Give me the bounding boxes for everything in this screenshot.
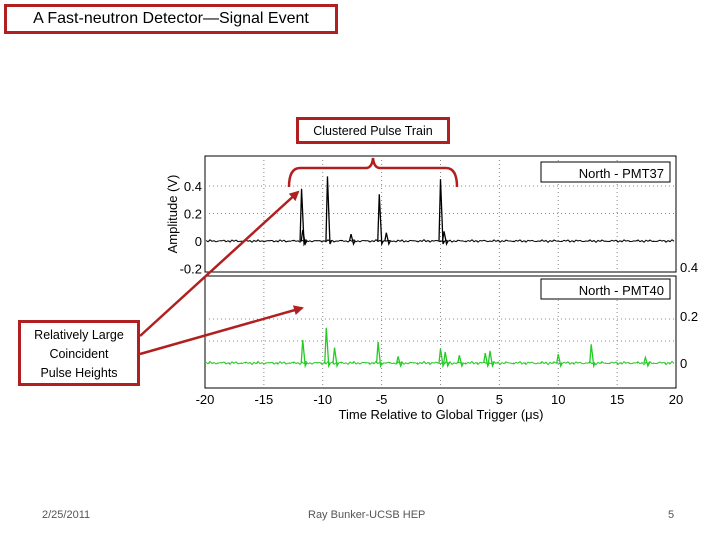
bracket-annotation <box>287 157 459 188</box>
footer-author: Ray Bunker-UCSB HEP <box>308 509 426 521</box>
x-tick-label: 5 <box>496 392 503 407</box>
bottom-baseline-trace <box>205 360 675 366</box>
legend-pmt40: North - PMT40 <box>540 278 671 300</box>
callout-coincident-pulse-heights: Relatively Large Coincident Pulse Height… <box>18 320 140 386</box>
bottom-ytick-label: 0 <box>680 356 687 371</box>
x-axis-label: Time Relative to Global Trigger (μs) <box>339 407 544 422</box>
bottom-pulse <box>556 354 563 368</box>
top-pulse <box>377 194 384 247</box>
legend-pmt37: North - PMT37 <box>540 161 671 183</box>
arrow-to-bottom-panel <box>139 305 304 356</box>
callout-line-2: Coincident <box>49 347 109 361</box>
x-tick-label: -5 <box>376 392 388 407</box>
bottom-pulse <box>443 351 450 369</box>
x-tick-label: 10 <box>551 392 565 407</box>
legend-pmt37-text: North - PMT37 <box>579 166 664 181</box>
legend-pmt40-text: North - PMT40 <box>579 283 664 298</box>
bottom-pulse <box>643 355 650 368</box>
x-tick-label: 0 <box>437 392 444 407</box>
top-pulse <box>438 179 446 245</box>
top-pulse <box>325 176 333 245</box>
slide-title: A Fast-neutron Detector—Signal Event <box>4 4 338 34</box>
footer-page-number: 5 <box>668 509 675 521</box>
top-pulse <box>384 232 391 246</box>
top-pulse <box>300 229 308 247</box>
top-ytick-label: 0.2 <box>184 207 202 222</box>
bottom-pulse <box>438 348 446 369</box>
bottom-pulse <box>324 327 331 369</box>
legend-pmt37-box <box>540 161 671 183</box>
bottom-pulse <box>487 350 495 369</box>
top-pulse <box>441 231 449 246</box>
bottom-pulse <box>395 356 403 368</box>
x-tick-label: -20 <box>196 392 215 407</box>
bottom-pulse <box>300 339 308 369</box>
callout-line-1: Relatively Large <box>34 328 124 342</box>
legend-pmt40-box <box>540 278 671 300</box>
top-ytick-label: 0 <box>195 234 202 249</box>
x-tick-label: 15 <box>610 392 624 407</box>
arrow-to-top-panel <box>139 190 300 337</box>
bottom-pulse <box>332 347 340 369</box>
bottom-pulse <box>457 355 464 368</box>
x-tick-label: -10 <box>313 392 332 407</box>
bottom-ytick-label: 0.4 <box>680 260 698 275</box>
bottom-pulse <box>589 344 596 369</box>
x-tick-label: -15 <box>254 392 273 407</box>
y-axis-label: Amplitude (V) <box>165 175 180 254</box>
x-tick-label: 20 <box>669 392 683 407</box>
top-ytick-label: -0.2 <box>180 262 202 277</box>
bottom-pulse <box>483 352 490 369</box>
top-pulse <box>299 188 307 247</box>
callout-line-3: Pulse Heights <box>40 366 118 380</box>
callout-clustered-pulse-train: Clustered Pulse Train <box>296 117 450 144</box>
bottom-ytick-label: 0.2 <box>680 309 698 324</box>
top-ytick-label: 0.4 <box>184 179 202 194</box>
top-pulse <box>348 233 356 246</box>
top-baseline-trace <box>205 239 675 243</box>
footer-date: 2/25/2011 <box>42 509 91 521</box>
bottom-pulse <box>375 342 383 369</box>
